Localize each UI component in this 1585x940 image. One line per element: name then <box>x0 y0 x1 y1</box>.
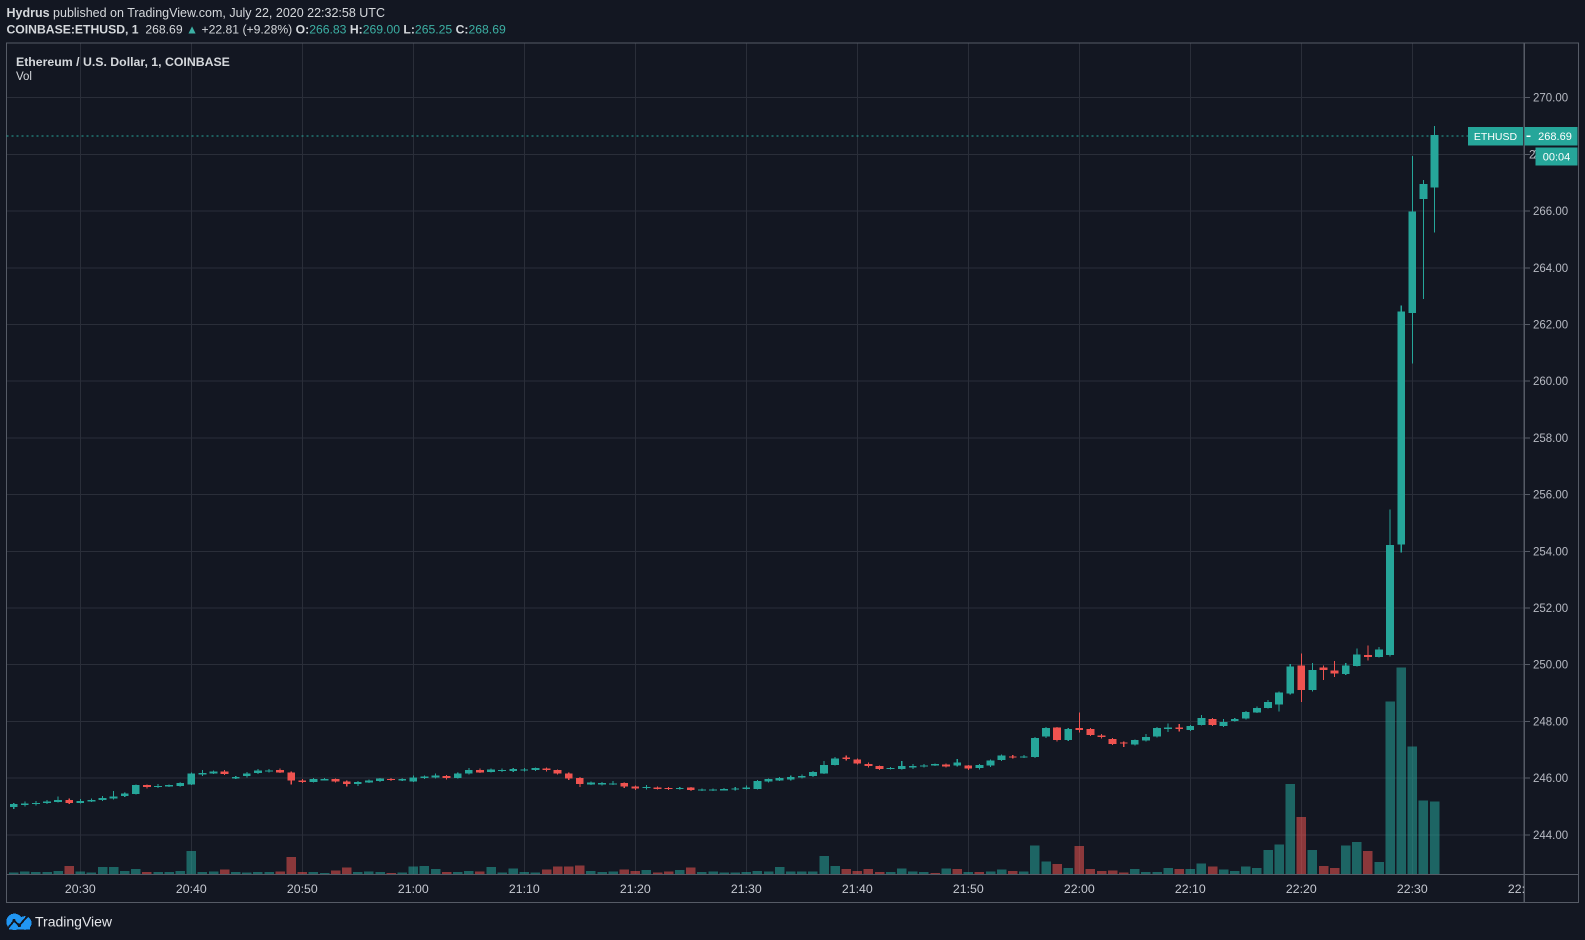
svg-text:21:00: 21:00 <box>398 882 429 896</box>
svg-text:21:20: 21:20 <box>620 882 651 896</box>
svg-text:Hydrus published on TradingVie: Hydrus published on TradingView.com, Jul… <box>7 6 385 20</box>
svg-text:266.00: 266.00 <box>1533 206 1568 218</box>
svg-text:254.00: 254.00 <box>1533 546 1568 558</box>
svg-text:TradingView: TradingView <box>35 914 113 930</box>
svg-text:22:10: 22:10 <box>1175 882 1206 896</box>
svg-text:22:20: 22:20 <box>1286 882 1317 896</box>
svg-text:21:10: 21:10 <box>509 882 540 896</box>
svg-text:22:30: 22:30 <box>1397 882 1428 896</box>
svg-text:Ethereum / U.S. Dollar, 1, COI: Ethereum / U.S. Dollar, 1, COINBASE <box>16 55 230 69</box>
svg-text:2: 2 <box>1529 149 1535 161</box>
svg-text:258.00: 258.00 <box>1533 433 1568 445</box>
svg-text:20:30: 20:30 <box>65 882 96 896</box>
svg-text:248.00: 248.00 <box>1533 716 1568 728</box>
svg-text:268.69: 268.69 <box>1538 131 1572 143</box>
svg-text:20:50: 20:50 <box>287 882 318 896</box>
svg-text:ETHUSD: ETHUSD <box>1474 131 1518 143</box>
svg-text:00:04: 00:04 <box>1543 152 1571 164</box>
svg-text:260.00: 260.00 <box>1533 376 1568 388</box>
svg-text:264.00: 264.00 <box>1533 263 1568 275</box>
svg-text:250.00: 250.00 <box>1533 660 1568 672</box>
svg-text:22:40: 22:40 <box>1508 882 1539 896</box>
svg-text:20:40: 20:40 <box>176 882 207 896</box>
svg-text:252.00: 252.00 <box>1533 603 1568 615</box>
svg-text:21:50: 21:50 <box>953 882 984 896</box>
svg-text:21:40: 21:40 <box>842 882 873 896</box>
svg-text:22:00: 22:00 <box>1064 882 1095 896</box>
svg-text:262.00: 262.00 <box>1533 320 1568 332</box>
svg-text:Vol: Vol <box>16 71 32 83</box>
svg-text:246.00: 246.00 <box>1533 773 1568 785</box>
svg-text:21:30: 21:30 <box>731 882 762 896</box>
svg-text:256.00: 256.00 <box>1533 490 1568 502</box>
svg-text:COINBASE:ETHUSD, 1 268.69 ▲ +: COINBASE:ETHUSD, 1 268.69 ▲ +22.81 (+9.2… <box>7 23 506 37</box>
svg-text:270.00: 270.00 <box>1533 93 1568 105</box>
svg-text:244.00: 244.00 <box>1533 830 1568 842</box>
